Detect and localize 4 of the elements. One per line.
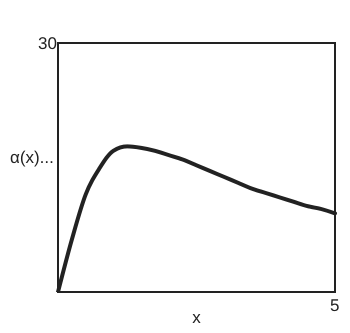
y-axis-title: α(x)... (10, 148, 54, 168)
text: 5 (330, 296, 340, 316)
x-axis-title: x (192, 308, 202, 327)
text: 30 (38, 34, 57, 54)
